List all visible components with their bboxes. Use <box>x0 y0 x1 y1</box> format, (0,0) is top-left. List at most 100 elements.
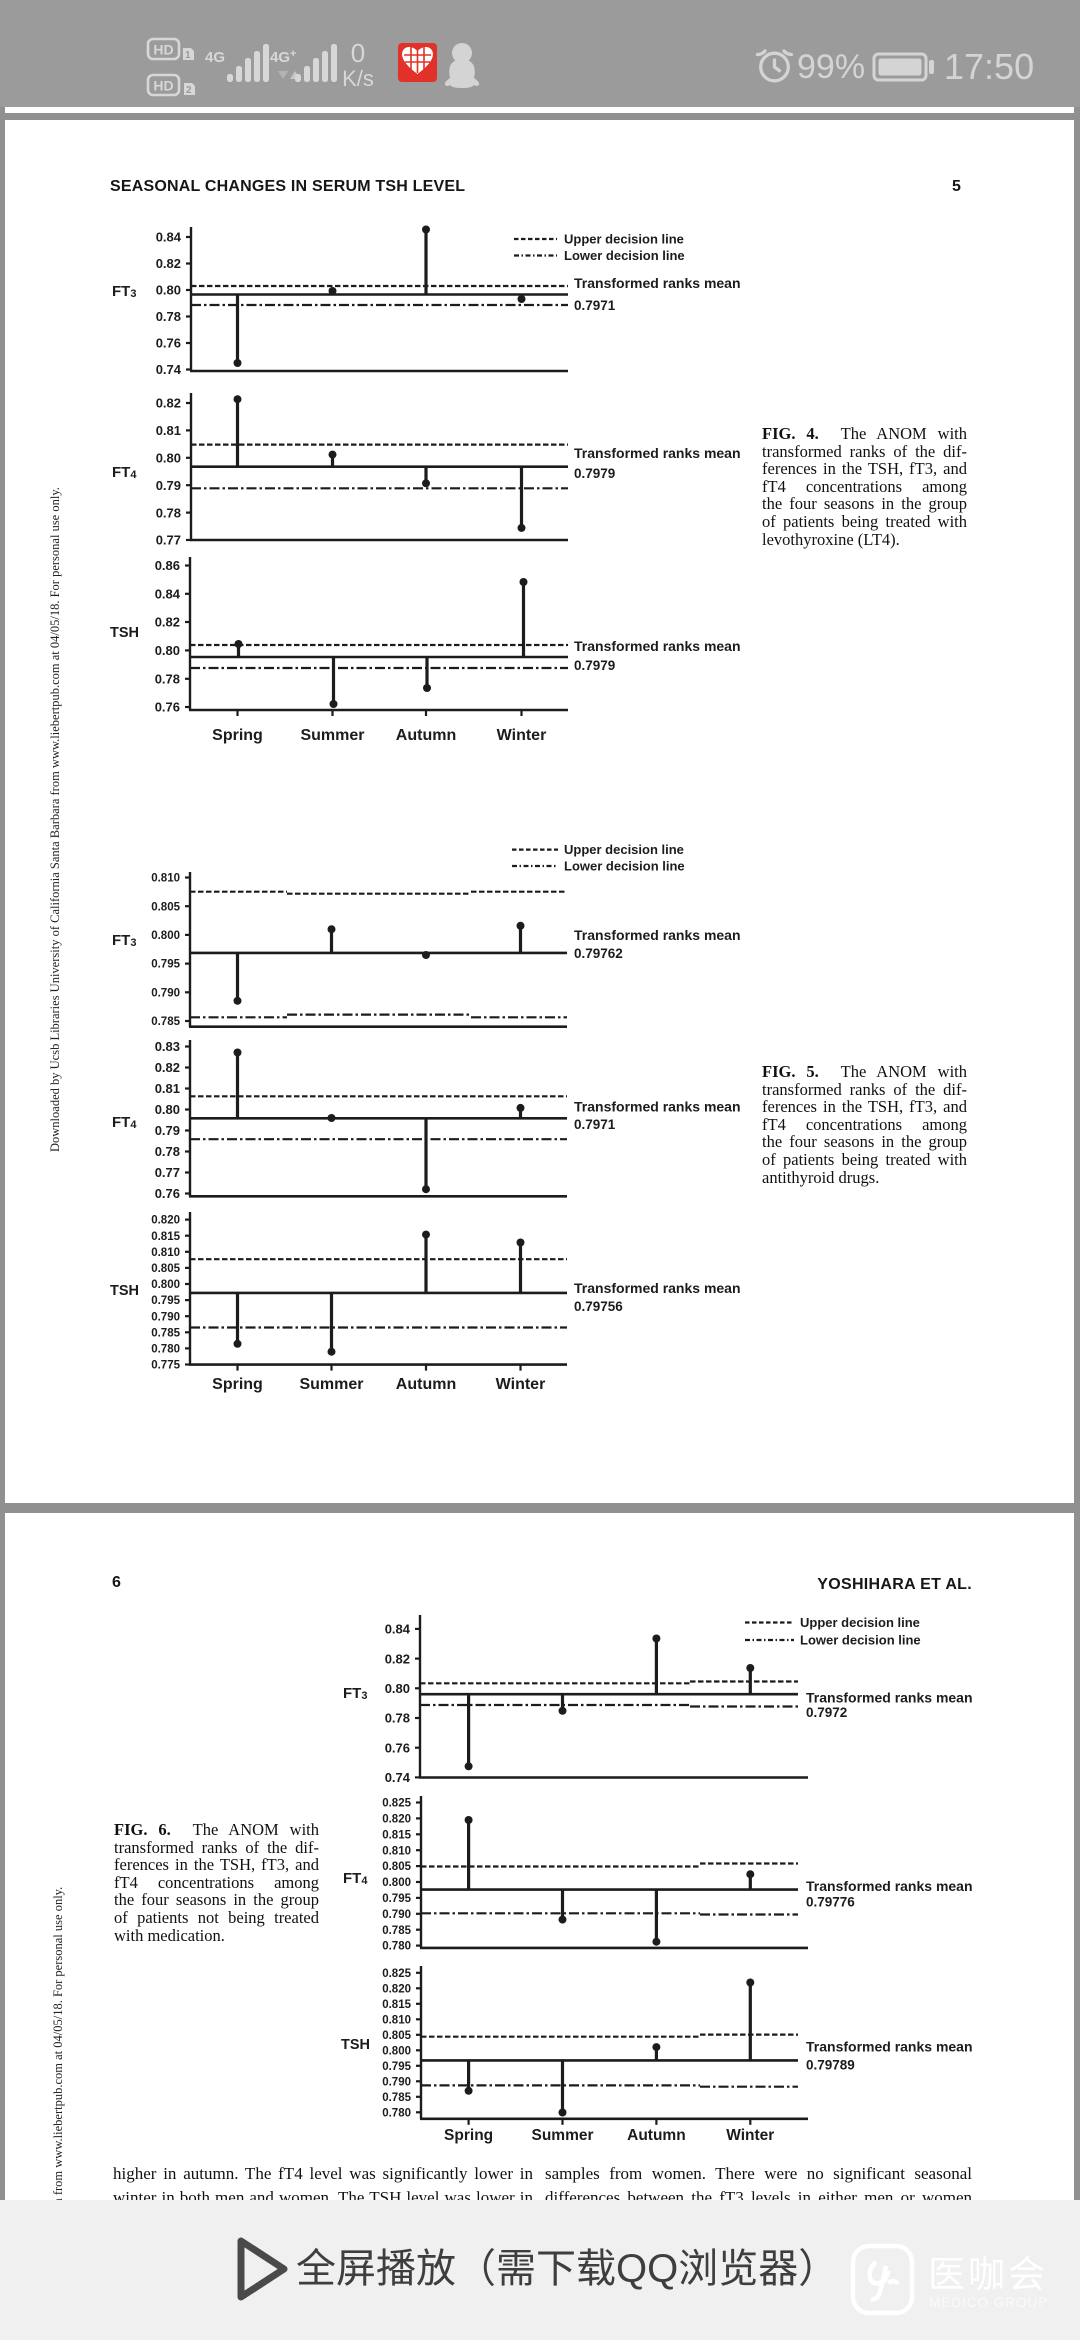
svg-text:FT4: FT4 <box>343 1870 368 1887</box>
svg-text:0.790: 0.790 <box>382 2076 411 2088</box>
svg-text:Transformed ranks mean: Transformed ranks mean <box>574 638 741 654</box>
svg-text:4G: 4G <box>205 49 225 66</box>
svg-text:0.785: 0.785 <box>382 2092 411 2104</box>
svg-text:Autumn: Autumn <box>396 1376 456 1393</box>
svg-text:0.800: 0.800 <box>151 1279 180 1291</box>
svg-text:0.820: 0.820 <box>382 1814 411 1826</box>
svg-text:0.810: 0.810 <box>151 1247 180 1259</box>
svg-text:Upper decision line: Upper decision line <box>800 1615 920 1630</box>
svg-text:0.79756: 0.79756 <box>574 1299 623 1314</box>
svg-text:Summer: Summer <box>531 2127 593 2144</box>
svg-text:0.7979: 0.7979 <box>574 658 615 673</box>
svg-text:0.84: 0.84 <box>156 230 182 245</box>
svg-text:FT3: FT3 <box>343 1685 367 1702</box>
svg-text:0.785: 0.785 <box>382 1925 411 1937</box>
svg-text:医咖会: 医咖会 <box>928 2254 1048 2295</box>
svg-text:0.815: 0.815 <box>382 1999 411 2011</box>
svg-text:0.815: 0.815 <box>151 1231 180 1243</box>
svg-text:全屏播放（需下载QQ浏览器）: 全屏播放（需下载QQ浏览器） <box>296 2247 838 2291</box>
svg-text:Spring: Spring <box>212 727 263 744</box>
svg-text:HD: HD <box>153 42 173 58</box>
svg-text:0.80: 0.80 <box>156 283 181 298</box>
svg-text:0.82: 0.82 <box>155 615 180 630</box>
svg-text:0.77: 0.77 <box>156 533 181 548</box>
svg-text:0: 0 <box>351 38 365 68</box>
svg-text:0.79776: 0.79776 <box>806 1895 855 1910</box>
svg-text:Winter: Winter <box>496 1376 546 1393</box>
svg-text:0.78: 0.78 <box>156 505 181 520</box>
svg-text:0.74: 0.74 <box>385 1770 411 1785</box>
svg-text:Lower decision line: Lower decision line <box>564 248 685 263</box>
svg-text:0.7979: 0.7979 <box>574 466 615 481</box>
svg-text:0.815: 0.815 <box>382 1829 411 1841</box>
svg-text:0.78: 0.78 <box>156 309 181 324</box>
svg-text:Transformed ranks mean: Transformed ranks mean <box>574 927 741 943</box>
svg-text:1: 1 <box>185 50 191 61</box>
svg-text:0.84: 0.84 <box>155 586 181 601</box>
svg-text:Spring: Spring <box>212 1376 263 1393</box>
svg-text:4G+: 4G+ <box>270 48 296 66</box>
svg-text:0.790: 0.790 <box>382 1909 411 1921</box>
svg-text:Transformed ranks mean: Transformed ranks mean <box>574 1099 741 1115</box>
svg-text:0.81: 0.81 <box>155 1081 180 1096</box>
svg-text:0.86: 0.86 <box>155 558 180 573</box>
svg-text:0.82: 0.82 <box>156 256 181 271</box>
svg-text:0.805: 0.805 <box>151 901 180 913</box>
svg-text:0.825: 0.825 <box>382 1798 411 1810</box>
svg-text:0.82: 0.82 <box>385 1651 410 1666</box>
svg-text:0.76: 0.76 <box>155 700 180 715</box>
svg-text:Transformed ranks mean: Transformed ranks mean <box>574 275 741 291</box>
svg-text:0.795: 0.795 <box>382 1893 411 1905</box>
svg-text:Transformed ranks mean: Transformed ranks mean <box>806 1878 973 1894</box>
svg-text:0.80: 0.80 <box>155 1102 180 1117</box>
svg-text:TSH: TSH <box>110 625 139 641</box>
svg-text:0.80: 0.80 <box>155 643 180 658</box>
svg-text:0.82: 0.82 <box>156 396 181 411</box>
svg-text:0.810: 0.810 <box>382 2014 411 2026</box>
svg-text:2: 2 <box>186 85 192 96</box>
svg-text:0.76: 0.76 <box>156 336 181 351</box>
svg-text:0.81: 0.81 <box>156 423 181 438</box>
svg-text:Transformed ranks mean: Transformed ranks mean <box>806 1690 973 1706</box>
svg-text:0.800: 0.800 <box>151 930 180 942</box>
svg-text:0.78: 0.78 <box>155 1144 180 1159</box>
svg-text:17:50: 17:50 <box>944 46 1034 87</box>
svg-text:0.79762: 0.79762 <box>574 946 623 961</box>
svg-text:0.800: 0.800 <box>382 1877 411 1889</box>
svg-text:0.795: 0.795 <box>151 1295 180 1307</box>
svg-text:0.7972: 0.7972 <box>806 1705 847 1720</box>
svg-text:0.820: 0.820 <box>151 1215 180 1227</box>
svg-text:0.825: 0.825 <box>382 1968 411 1980</box>
svg-text:0.785: 0.785 <box>151 1327 180 1339</box>
svg-text:HD: HD <box>153 78 173 94</box>
svg-text:0.79: 0.79 <box>156 478 181 493</box>
svg-text:0.82: 0.82 <box>155 1060 180 1075</box>
svg-text:0.810: 0.810 <box>382 1845 411 1857</box>
svg-text:0.780: 0.780 <box>382 1941 411 1953</box>
svg-text:0.80: 0.80 <box>156 450 181 465</box>
svg-text:0.7971: 0.7971 <box>574 298 616 313</box>
svg-text:Upper decision line: Upper decision line <box>564 232 684 247</box>
svg-text:0.7971: 0.7971 <box>574 1117 616 1132</box>
svg-text:0.780: 0.780 <box>151 1344 180 1356</box>
svg-text:0.790: 0.790 <box>151 987 180 999</box>
svg-text:0.84: 0.84 <box>385 1622 411 1637</box>
svg-text:0.78: 0.78 <box>385 1711 410 1726</box>
svg-text:0.76: 0.76 <box>385 1740 410 1755</box>
svg-text:FT4: FT4 <box>112 464 137 481</box>
svg-text:0.780: 0.780 <box>382 2107 411 2119</box>
svg-text:99%: 99% <box>797 48 865 86</box>
svg-text:FT3: FT3 <box>112 932 136 949</box>
svg-text:0.820: 0.820 <box>382 1983 411 1995</box>
svg-text:0.805: 0.805 <box>151 1263 180 1275</box>
svg-text:0.795: 0.795 <box>151 959 180 971</box>
svg-text:0.800: 0.800 <box>382 2045 411 2057</box>
svg-text:0.785: 0.785 <box>151 1016 180 1028</box>
svg-text:Autumn: Autumn <box>627 2127 686 2144</box>
svg-text:TSH: TSH <box>341 2037 370 2053</box>
svg-text:Spring: Spring <box>444 2127 493 2144</box>
svg-text:Winter: Winter <box>497 727 547 744</box>
svg-text:0.78: 0.78 <box>155 671 180 686</box>
svg-text:0.805: 0.805 <box>382 1861 411 1873</box>
svg-text:0.77: 0.77 <box>155 1165 180 1180</box>
